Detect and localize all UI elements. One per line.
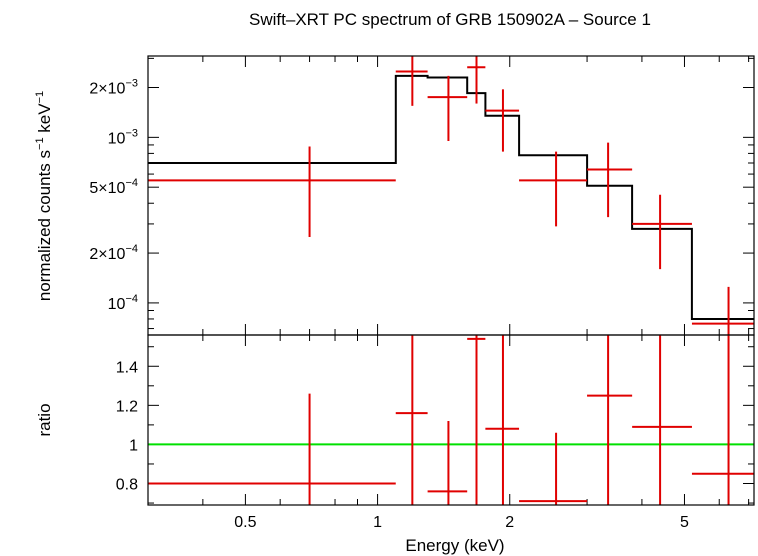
ratio-data-point [519,432,588,505]
spectrum-data-point [467,56,486,104]
ratio-data-point [467,335,486,505]
model-step-line [148,74,754,320]
spectrum-data-point [691,286,754,335]
ratio-panel: 0.5 1 2 5 0.8 1 1.2 1.4 [116,334,755,531]
x-axis-label: Energy (keV) [405,536,504,555]
y-tick-label-spectrum: 10−4 [108,293,138,313]
chart-title: Swift–XRT PC spectrum of GRB 150902A – S… [249,10,651,29]
x-tick-label: 5 [680,514,689,531]
ratio-data-point [691,335,754,505]
ratio-data-point [485,335,520,505]
y-label-mid: keV [35,103,54,138]
y-tick-label-ratio: 0.8 [116,477,138,494]
spectrum-y-axis-label: normalized counts s−1 keV−1 [34,91,54,301]
ratio-data-point [587,335,633,505]
spectrum-data-point [148,146,396,238]
ratio-plot-frame [147,334,755,506]
spectrum-data-point [519,151,588,227]
spectrum-data-point [427,75,468,142]
spectrum-data-point [587,142,633,218]
y-tick-label-spectrum: 5×10−4 [89,177,138,197]
ratio-y-axis-label: ratio [35,403,54,436]
ratio-data-point [395,335,428,505]
spectrum-data-point [632,194,692,270]
y-tick-label-ratio: 1.4 [116,359,138,376]
x-tick-label: 0.5 [234,514,256,531]
x-tick-label: 1 [373,514,382,531]
y-tick-label-spectrum: 2×10−4 [89,243,138,263]
y-label-exp1: −1 [34,137,46,150]
spectrum-panel: 10−4 2×10−4 5×10−4 10−3 2×10−3 [89,55,755,336]
spectrum-data-point [485,89,520,152]
spectrum-data-point [395,56,428,106]
x-tick-label: 2 [505,514,514,531]
ratio-data-point [427,420,468,505]
ratio-data-point [632,335,692,505]
y-tick-label-ratio: 1 [129,437,138,454]
y-tick-label-ratio: 1.2 [116,398,138,415]
ratio-data-point [148,393,396,505]
y-tick-label-spectrum: 2×10−3 [89,78,138,98]
y-label-exp2: −1 [34,91,46,104]
y-tick-label-spectrum: 10−3 [108,127,138,147]
y-label-main: normalized counts s [35,150,54,301]
